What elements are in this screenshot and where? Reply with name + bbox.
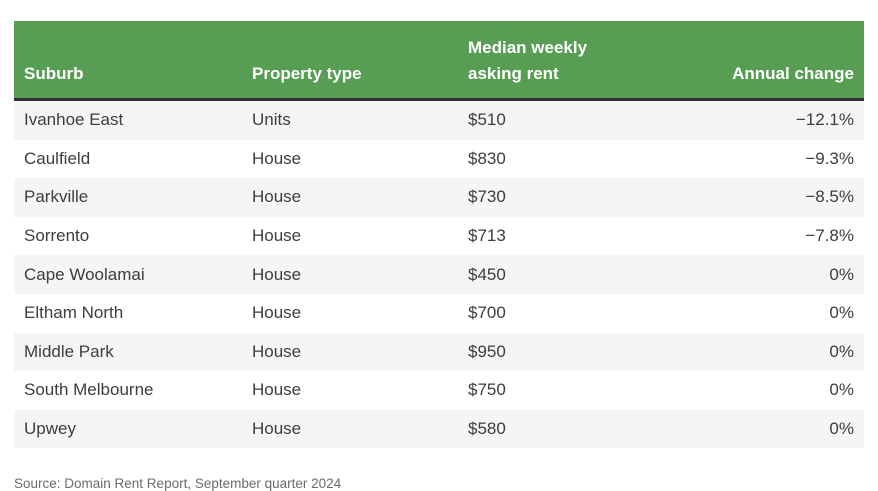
suburb-cell: Upwey xyxy=(24,419,76,439)
annual-change-cell: 0% xyxy=(829,419,854,439)
suburb-cell: Sorrento xyxy=(24,226,90,246)
rent-cell: $510 xyxy=(468,110,506,130)
property-type-cell: House xyxy=(252,419,302,439)
column-header-property-type: Property type xyxy=(242,21,458,101)
rent-cell: $750 xyxy=(468,380,506,400)
table-body: Ivanhoe East Units $510 −12.1% Caulfield… xyxy=(14,99,864,449)
table-row: Ivanhoe East Units $510 −12.1% xyxy=(14,99,864,140)
property-type-cell: Units xyxy=(252,110,291,130)
suburb-cell: Caulfield xyxy=(24,148,91,168)
rent-cell: $950 xyxy=(468,341,506,361)
table-row: Caulfield House $830 −9.3% xyxy=(14,139,864,179)
rent-cell: $580 xyxy=(468,419,506,439)
suburb-cell: Parkville xyxy=(24,187,89,207)
table-row: South Melbourne House $750 0% xyxy=(14,371,864,410)
table-header: Suburb Property type Median weekly askin… xyxy=(14,21,864,101)
annual-change-cell: −8.5% xyxy=(805,187,854,207)
property-type-cell: House xyxy=(252,226,302,246)
suburb-cell: Middle Park xyxy=(24,341,114,361)
rent-cell: $450 xyxy=(468,264,506,284)
rent-cell: $713 xyxy=(468,226,506,246)
table-row: Parkville House $730 −8.5% xyxy=(14,178,864,217)
table-row: Eltham North House $700 0% xyxy=(14,293,864,333)
table-row: Cape Woolamai House $450 0% xyxy=(14,255,864,294)
annual-change-cell: −9.3% xyxy=(805,148,854,168)
rent-table: Suburb Property type Median weekly askin… xyxy=(14,21,864,449)
column-header-annual-change: Annual change xyxy=(690,21,864,101)
rent-cell: $700 xyxy=(468,303,506,323)
source-note: Source: Domain Rent Report, September qu… xyxy=(14,476,342,491)
annual-change-cell: 0% xyxy=(829,303,854,323)
annual-change-cell: −7.8% xyxy=(805,226,854,246)
suburb-cell: Ivanhoe East xyxy=(24,110,124,130)
annual-change-cell: 0% xyxy=(829,380,854,400)
annual-change-cell: −12.1% xyxy=(795,110,854,130)
property-type-cell: House xyxy=(252,187,302,207)
rent-cell: $730 xyxy=(468,187,506,207)
property-type-cell: House xyxy=(252,380,302,400)
rent-cell: $830 xyxy=(468,148,506,168)
suburb-cell: South Melbourne xyxy=(24,380,154,400)
header-row: Suburb Property type Median weekly askin… xyxy=(14,21,864,101)
property-type-cell: House xyxy=(252,148,302,168)
suburb-cell: Cape Woolamai xyxy=(24,264,145,284)
property-type-cell: House xyxy=(252,264,302,284)
column-header-median-weekly-asking-rent: Median weekly asking rent xyxy=(458,21,690,101)
table-row: Upwey House $580 0% xyxy=(14,409,864,449)
property-type-cell: House xyxy=(252,341,302,361)
table-row: Sorrento House $713 −7.8% xyxy=(14,216,864,256)
annual-change-cell: 0% xyxy=(829,341,854,361)
table-row: Middle Park House $950 0% xyxy=(14,332,864,372)
suburb-cell: Eltham North xyxy=(24,303,124,323)
column-header-suburb: Suburb xyxy=(14,21,242,101)
property-type-cell: House xyxy=(252,303,302,323)
annual-change-cell: 0% xyxy=(829,264,854,284)
